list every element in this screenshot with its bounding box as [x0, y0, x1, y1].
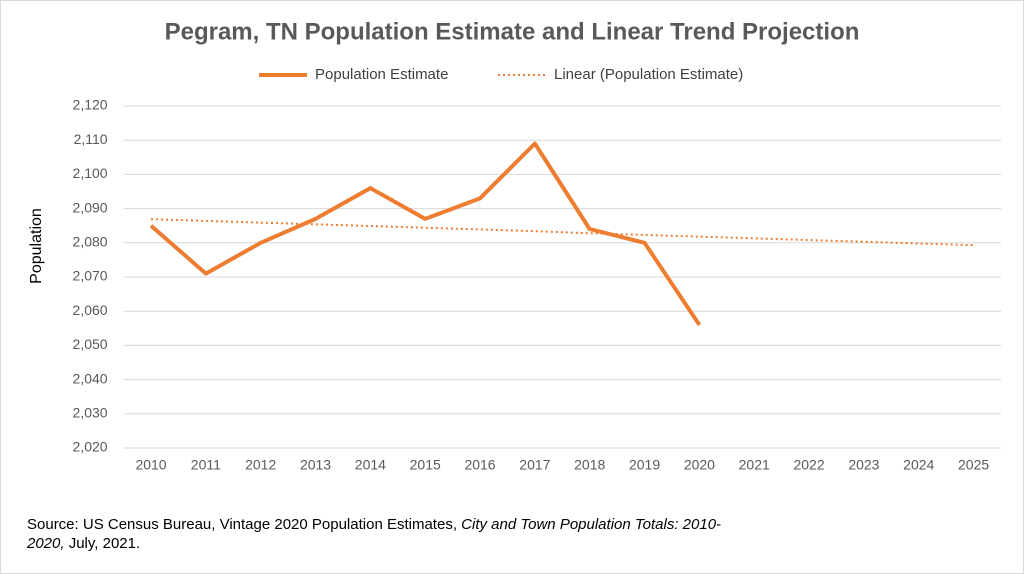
y-tick-label: 2,060: [73, 302, 108, 318]
x-tick-label: 2015: [410, 457, 441, 473]
x-tick-label: 2011: [191, 457, 221, 473]
legend-label: Linear (Population Estimate): [554, 66, 743, 83]
x-tick-label: 2014: [355, 457, 386, 473]
x-tick-label: 2012: [245, 457, 276, 473]
source-text: Source: US Census Bureau, Vintage 2020 P…: [27, 516, 462, 533]
x-tick-label: 2019: [629, 457, 660, 473]
x-tick-label: 2010: [135, 457, 166, 473]
y-tick-label: 2,120: [73, 97, 108, 113]
y-axis-label: Population: [28, 208, 45, 284]
x-tick-label: 2023: [848, 457, 879, 473]
source-title: City and Town Population Totals: 2010-20…: [27, 516, 722, 552]
x-tick-label: 2021: [739, 457, 770, 473]
series-line: [149, 141, 702, 326]
y-tick-label: 2,090: [73, 199, 108, 215]
y-tick-label: 2,080: [73, 234, 108, 250]
x-tick-label: 2017: [519, 457, 550, 473]
source-date: July, 2021.: [64, 535, 141, 552]
y-tick-label: 2,110: [74, 131, 108, 147]
legend-label: Population Estimate: [315, 66, 448, 83]
x-tick-label: 2016: [464, 457, 495, 473]
x-tick-label: 2022: [793, 457, 824, 473]
x-tick-label: 2018: [574, 457, 605, 473]
x-tick-label: 2024: [903, 457, 934, 473]
x-tick-label: 2020: [684, 457, 715, 473]
y-tick-label: 2,070: [73, 268, 108, 284]
series-line: [150, 218, 974, 247]
y-tick-label: 2,030: [73, 405, 108, 421]
y-tick-label: 2,100: [73, 165, 108, 181]
y-tick-label: 2,040: [73, 370, 108, 386]
x-tick-label: 2025: [958, 457, 989, 473]
x-tick-label: 2013: [300, 457, 331, 473]
source-note: Source: US Census Bureau, Vintage 2020 P…: [27, 515, 747, 553]
y-tick-label: 2,020: [73, 439, 108, 455]
y-tick-label: 2,050: [73, 336, 108, 352]
chart-title: Pegram, TN Population Estimate and Linea…: [165, 18, 860, 45]
